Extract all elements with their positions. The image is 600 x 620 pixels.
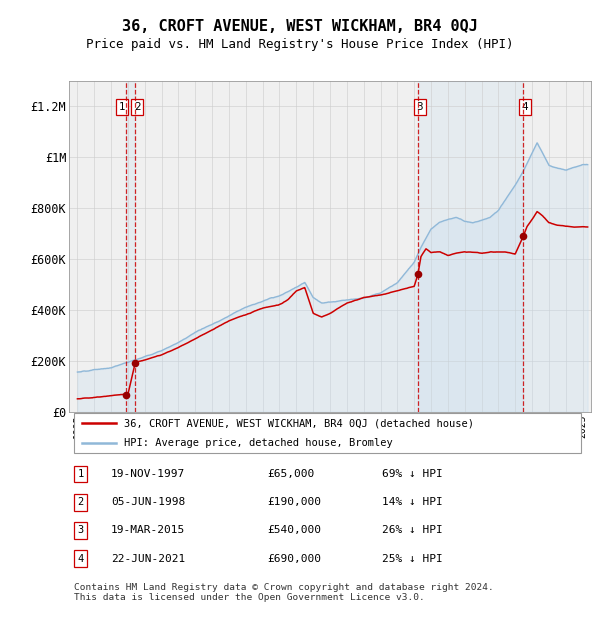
Text: Contains HM Land Registry data © Crown copyright and database right 2024.
This d: Contains HM Land Registry data © Crown c… bbox=[74, 583, 494, 602]
Text: £690,000: £690,000 bbox=[268, 554, 322, 564]
FancyBboxPatch shape bbox=[74, 414, 581, 453]
Text: £540,000: £540,000 bbox=[268, 525, 322, 536]
Text: 69% ↓ HPI: 69% ↓ HPI bbox=[382, 469, 443, 479]
Text: 14% ↓ HPI: 14% ↓ HPI bbox=[382, 497, 443, 507]
Text: 4: 4 bbox=[522, 102, 529, 112]
Text: 3: 3 bbox=[416, 102, 423, 112]
Bar bbox=[126, 81, 135, 412]
Text: 2: 2 bbox=[134, 102, 140, 112]
Text: 36, CROFT AVENUE, WEST WICKHAM, BR4 0QJ (detached house): 36, CROFT AVENUE, WEST WICKHAM, BR4 0QJ … bbox=[124, 418, 474, 428]
Text: 4: 4 bbox=[77, 554, 83, 564]
Text: 1: 1 bbox=[119, 102, 125, 112]
Text: 19-MAR-2015: 19-MAR-2015 bbox=[111, 525, 185, 536]
Bar bbox=[418, 81, 523, 412]
Text: 2: 2 bbox=[77, 497, 83, 507]
Text: £190,000: £190,000 bbox=[268, 497, 322, 507]
Text: 25% ↓ HPI: 25% ↓ HPI bbox=[382, 554, 443, 564]
Text: £65,000: £65,000 bbox=[268, 469, 314, 479]
Text: 26% ↓ HPI: 26% ↓ HPI bbox=[382, 525, 443, 536]
Text: 05-JUN-1998: 05-JUN-1998 bbox=[111, 497, 185, 507]
Text: 22-JUN-2021: 22-JUN-2021 bbox=[111, 554, 185, 564]
Text: Price paid vs. HM Land Registry's House Price Index (HPI): Price paid vs. HM Land Registry's House … bbox=[86, 38, 514, 51]
Text: 19-NOV-1997: 19-NOV-1997 bbox=[111, 469, 185, 479]
Text: 1: 1 bbox=[77, 469, 83, 479]
Text: 3: 3 bbox=[77, 525, 83, 536]
Text: 36, CROFT AVENUE, WEST WICKHAM, BR4 0QJ: 36, CROFT AVENUE, WEST WICKHAM, BR4 0QJ bbox=[122, 19, 478, 34]
Text: HPI: Average price, detached house, Bromley: HPI: Average price, detached house, Brom… bbox=[124, 438, 392, 448]
